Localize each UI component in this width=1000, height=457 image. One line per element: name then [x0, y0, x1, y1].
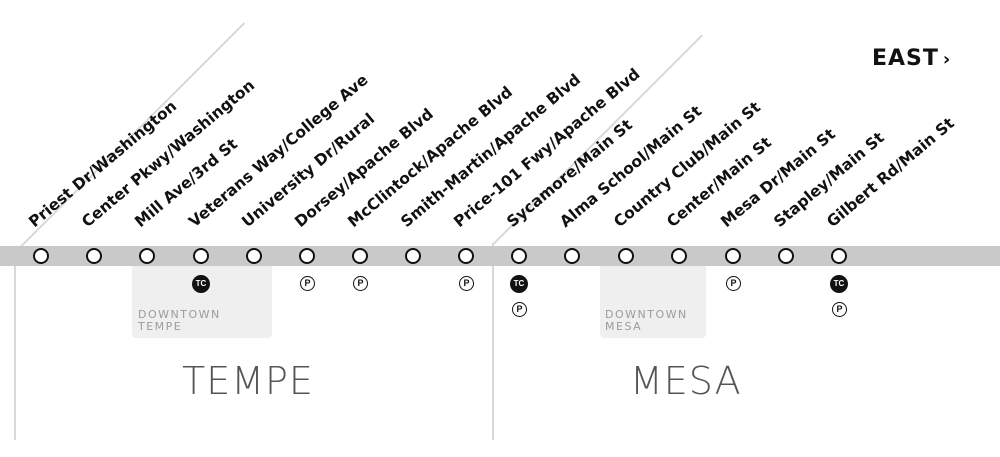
park-and-ride-icon: P [512, 302, 527, 317]
downtown-tempe-label: DOWNTOWN TEMPE [138, 309, 221, 333]
east-direction-link[interactable]: EAST › [872, 46, 951, 71]
station-marker[interactable] [725, 248, 741, 264]
downtown-mesa-line2: MESA [605, 320, 643, 333]
downtown-tempe-line1: DOWNTOWN [138, 308, 221, 321]
station-marker[interactable] [33, 248, 49, 264]
downtown-mesa-zone [600, 262, 706, 338]
station-marker[interactable] [405, 248, 421, 264]
park-and-ride-icon: P [353, 276, 368, 291]
downtown-tempe-line2: TEMPE [138, 320, 183, 333]
transit-center-icon: TC [192, 275, 210, 293]
park-and-ride-icon: P [726, 276, 741, 291]
city-name-mesa: MESA [630, 359, 742, 403]
city-name-tempe: TEMPE [182, 359, 314, 403]
station-marker[interactable] [618, 248, 634, 264]
direction-label: EAST [872, 46, 939, 71]
downtown-tempe-zone [132, 262, 272, 338]
tempe-boundary-line [14, 250, 16, 440]
station-marker[interactable] [86, 248, 102, 264]
station-marker[interactable] [458, 248, 474, 264]
downtown-mesa-label: DOWNTOWN MESA [605, 309, 688, 333]
station-marker[interactable] [352, 248, 368, 264]
station-marker[interactable] [511, 248, 527, 264]
park-and-ride-icon: P [832, 302, 847, 317]
station-marker[interactable] [193, 248, 209, 264]
station-marker[interactable] [246, 248, 262, 264]
station-marker[interactable] [139, 248, 155, 264]
mesa-boundary-line [492, 243, 494, 440]
station-marker[interactable] [778, 248, 794, 264]
park-and-ride-icon: P [459, 276, 474, 291]
chevron-right-icon: › [942, 49, 952, 70]
downtown-mesa-line1: DOWNTOWN [605, 308, 688, 321]
station-marker[interactable] [564, 248, 580, 264]
station-marker[interactable] [831, 248, 847, 264]
transit-center-icon: TC [510, 275, 528, 293]
station-marker[interactable] [671, 248, 687, 264]
station-marker[interactable] [299, 248, 315, 264]
park-and-ride-icon: P [300, 276, 315, 291]
transit-center-icon: TC [830, 275, 848, 293]
